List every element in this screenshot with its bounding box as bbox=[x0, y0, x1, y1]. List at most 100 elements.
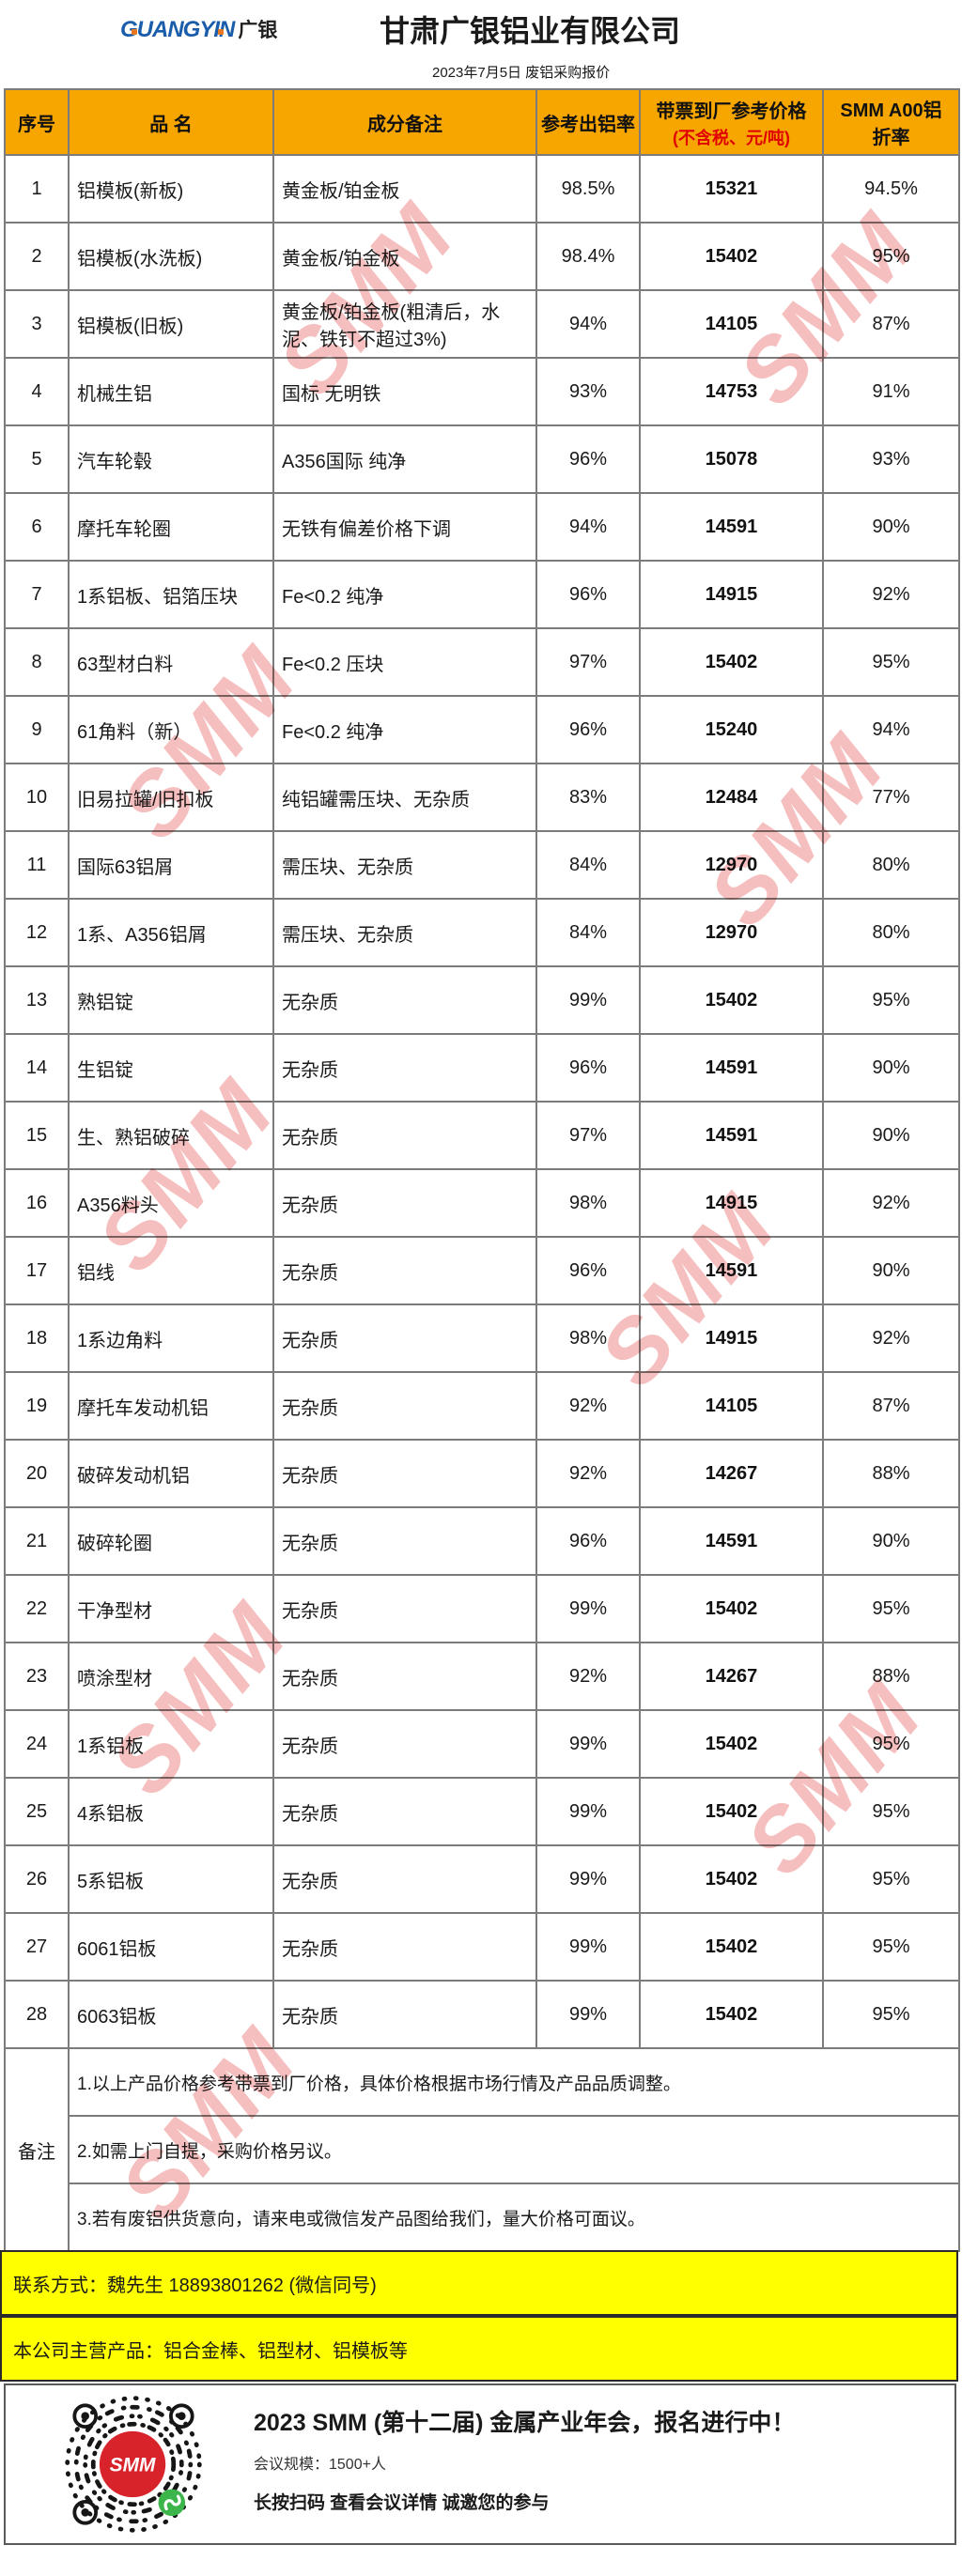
table-row: 23 喷涂型材 无杂质 92% 14267 88% bbox=[4, 1642, 960, 1711]
table-row: 12 1系、A356铝屑 需压块、无杂质 84% 12970 80% bbox=[4, 898, 960, 967]
note-row: 2.如需上门自提，采购价格另议。 bbox=[5, 2115, 960, 2184]
cell-price: 14591 bbox=[639, 492, 824, 562]
cell-product-name: 破碎发动机铝 bbox=[68, 1439, 274, 1508]
cell-product-name: 生铝锭 bbox=[68, 1033, 274, 1103]
table-row: 15 生、熟铝破碎 无杂质 97% 14591 90% bbox=[4, 1101, 960, 1170]
cell-smm-ratio: 91% bbox=[822, 357, 960, 426]
cell-price: 14915 bbox=[639, 1168, 824, 1238]
cell-composition-note: 无杂质 bbox=[272, 1574, 537, 1643]
cell-yield-rate: 99% bbox=[535, 1844, 641, 1914]
cell-row-number: 8 bbox=[4, 627, 70, 697]
cell-smm-ratio: 88% bbox=[822, 1439, 960, 1508]
cell-yield-rate: 96% bbox=[535, 424, 641, 494]
cell-composition-note: 无杂质 bbox=[272, 1912, 537, 1982]
cell-composition-note: 需压块、无杂质 bbox=[272, 830, 537, 900]
cell-yield-rate: 96% bbox=[535, 1506, 641, 1576]
table-row: 14 生铝锭 无杂质 96% 14591 90% bbox=[4, 1033, 960, 1103]
cell-row-number: 16 bbox=[4, 1168, 70, 1238]
contact-line: 联系方式：魏先生 18893801262 (微信同号) bbox=[13, 2275, 377, 2296]
date-line: 2023年7月5日 废铝采购报价 bbox=[432, 65, 611, 81]
cell-composition-note: 无杂质 bbox=[272, 1371, 537, 1441]
cell-composition-note: 无杂质 bbox=[272, 1236, 537, 1305]
cell-smm-ratio: 95% bbox=[822, 1980, 960, 2049]
cell-smm-ratio: 94.5% bbox=[822, 154, 960, 224]
cell-price: 12970 bbox=[639, 830, 824, 900]
table-row: 1 铝模板(新板) 黄金板/铂金板 98.5% 15321 94.5% bbox=[4, 154, 960, 224]
cell-smm-ratio: 93% bbox=[822, 424, 960, 494]
table-row: 3 铝模板(旧板) 黄金板/铂金板(粗清后，水泥、铁钉不超过3%) 94% 14… bbox=[4, 289, 960, 359]
table-row: 28 6063铝板 无杂质 99% 15402 95% bbox=[4, 1980, 960, 2049]
cell-price: 15402 bbox=[639, 1980, 824, 2049]
cell-product-name: 1系边角料 bbox=[68, 1303, 274, 1373]
qr-code-icon: SMM bbox=[65, 2396, 202, 2533]
cell-composition-note: 纯铝罐需压块、无杂质 bbox=[272, 763, 537, 832]
logo-accent-dot bbox=[218, 29, 224, 35]
footer-event-title: 2023 SMM (第十二届) 金属产业年会，报名进行中！ bbox=[254, 2410, 796, 2436]
logo-latin-text: GUANGYIN bbox=[120, 17, 235, 42]
cell-yield-rate: 99% bbox=[535, 965, 641, 1035]
cell-composition-note: 国标 无明铁 bbox=[272, 357, 537, 426]
cell-price: 14591 bbox=[639, 1236, 824, 1305]
cell-smm-ratio: 88% bbox=[822, 1642, 960, 1711]
cell-smm-ratio: 90% bbox=[822, 1506, 960, 1576]
products-band: 本公司主营产品：铝合金棒、铝型材、铝模板等 bbox=[0, 2316, 958, 2382]
table-row: 21 破碎轮圈 无杂质 96% 14591 90% bbox=[4, 1506, 960, 1576]
cell-composition-note: 无杂质 bbox=[272, 965, 537, 1035]
cell-smm-ratio: 95% bbox=[822, 1709, 960, 1779]
cell-price: 12970 bbox=[639, 898, 824, 967]
cell-row-number: 9 bbox=[4, 695, 70, 764]
cell-row-number: 22 bbox=[4, 1574, 70, 1643]
cell-row-number: 23 bbox=[4, 1642, 70, 1711]
col-header-price-line2: (不含税、元/吨) bbox=[673, 128, 790, 147]
notes-label: 备注 bbox=[4, 2047, 70, 2252]
cell-yield-rate: 99% bbox=[535, 1980, 641, 2049]
cell-product-name: 机械生铝 bbox=[68, 357, 274, 426]
cell-price: 15078 bbox=[639, 424, 824, 494]
table-row: 8 63型材白料 Fe<0.2 压块 97% 15402 95% bbox=[4, 627, 960, 697]
cell-row-number: 21 bbox=[4, 1506, 70, 1576]
cell-smm-ratio: 90% bbox=[822, 1101, 960, 1170]
cell-product-name: 摩托车发动机铝 bbox=[68, 1371, 274, 1441]
cell-composition-note: 无杂质 bbox=[272, 1101, 537, 1170]
cell-yield-rate: 99% bbox=[535, 1574, 641, 1643]
table-row: 19 摩托车发动机铝 无杂质 92% 14105 87% bbox=[4, 1371, 960, 1441]
cell-smm-ratio: 80% bbox=[822, 898, 960, 967]
cell-row-number: 2 bbox=[4, 222, 70, 291]
table-row: 17 铝线 无杂质 96% 14591 90% bbox=[4, 1236, 960, 1305]
table-row: 27 6061铝板 无杂质 99% 15402 95% bbox=[4, 1912, 960, 1982]
cell-yield-rate: 92% bbox=[535, 1642, 641, 1711]
table-row: 18 1系边角料 无杂质 98% 14915 92% bbox=[4, 1303, 960, 1373]
table-row: 4 机械生铝 国标 无明铁 93% 14753 91% bbox=[4, 357, 960, 426]
cell-product-name: A356料头 bbox=[68, 1168, 274, 1238]
cell-price: 15402 bbox=[639, 1844, 824, 1914]
cell-composition-note: Fe<0.2 压块 bbox=[272, 627, 537, 697]
col-header-smm-line2: 折率 bbox=[872, 128, 910, 148]
cell-price: 14591 bbox=[639, 1506, 824, 1576]
cell-row-number: 5 bbox=[4, 424, 70, 494]
cell-price: 15402 bbox=[639, 1912, 824, 1982]
col-header-price-line1: 带票到厂参考价格 bbox=[656, 100, 807, 122]
cell-price: 14105 bbox=[639, 1371, 824, 1441]
col-header-yield: 参考出铝率 bbox=[535, 88, 641, 156]
cell-yield-rate: 94% bbox=[535, 289, 641, 359]
cell-smm-ratio: 95% bbox=[822, 1777, 960, 1846]
cell-smm-ratio: 92% bbox=[822, 1168, 960, 1238]
cell-price: 12484 bbox=[639, 763, 824, 832]
cell-price: 14267 bbox=[639, 1642, 824, 1711]
table-body: 1 铝模板(新板) 黄金板/铂金板 98.5% 15321 94.5% 2 铝模… bbox=[4, 154, 960, 2049]
cell-product-name: 熟铝锭 bbox=[68, 965, 274, 1035]
table-row: 7 1系铝板、铝箔压块 Fe<0.2 纯净 96% 14915 92% bbox=[4, 560, 960, 629]
cell-smm-ratio: 77% bbox=[822, 763, 960, 832]
cell-composition-note: 无杂质 bbox=[272, 1033, 537, 1103]
cell-yield-rate: 96% bbox=[535, 1236, 641, 1305]
cell-composition-note: Fe<0.2 纯净 bbox=[272, 695, 537, 764]
table-row: 6 摩托车轮圈 无铁有偏差价格下调 94% 14591 90% bbox=[4, 492, 960, 562]
price-table: 序号 品 名 成分备注 参考出铝率 带票到厂参考价格 (不含税、元/吨) SMM… bbox=[4, 88, 960, 2252]
cell-yield-rate: 93% bbox=[535, 357, 641, 426]
cell-composition-note: 无铁有偏差价格下调 bbox=[272, 492, 537, 562]
cell-price: 14591 bbox=[639, 1033, 824, 1103]
cell-composition-note: 无杂质 bbox=[272, 1777, 537, 1846]
cell-row-number: 4 bbox=[4, 357, 70, 426]
cell-price: 15321 bbox=[639, 154, 824, 224]
